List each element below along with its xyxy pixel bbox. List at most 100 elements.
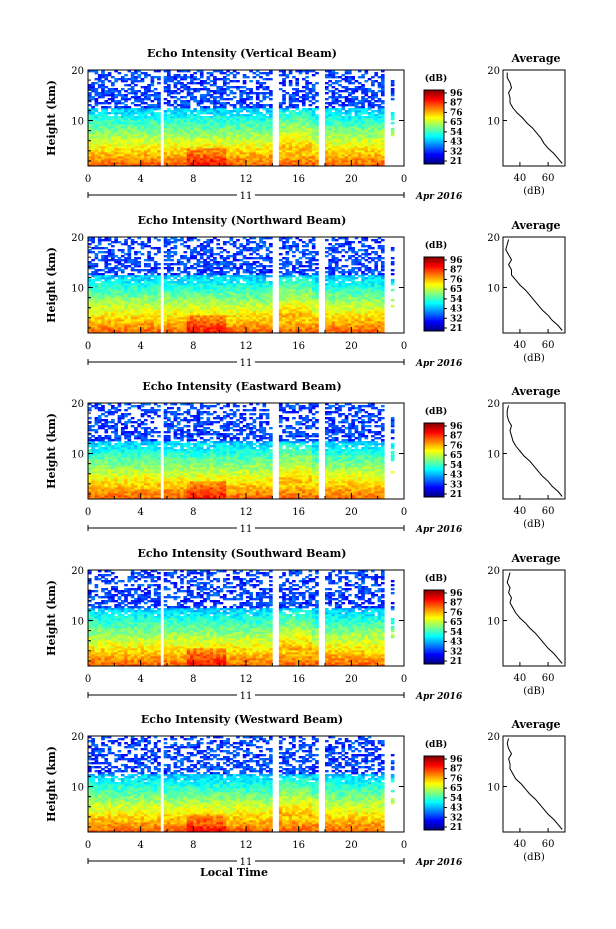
heatmap-cell	[111, 271, 115, 274]
heatmap-cell	[377, 138, 382, 141]
heatmap-cell	[213, 285, 217, 288]
heatmap-cell	[354, 122, 359, 125]
heatmap-cell	[216, 317, 221, 320]
heatmap-cell	[193, 311, 197, 314]
heatmap-cell	[94, 132, 99, 135]
heatmap-cell	[117, 162, 122, 165]
heatmap-cell	[367, 128, 372, 131]
heatmap-cell	[180, 106, 184, 109]
colorbar-tick-label: 32	[450, 147, 463, 157]
heatmap-cell	[170, 317, 174, 320]
heatmap-cell	[140, 329, 145, 332]
heatmap-cell	[157, 299, 161, 302]
heatmap-cell	[232, 96, 237, 99]
heatmap-cell	[124, 134, 128, 137]
heatmap-cell	[101, 285, 105, 288]
heatmap-cell	[265, 164, 270, 167]
heatmap-cell	[88, 311, 92, 314]
heatmap-cell	[311, 102, 316, 105]
heatmap-cell	[259, 122, 263, 125]
heatmap-cell	[127, 301, 132, 304]
heatmap-cell	[183, 102, 188, 105]
heatmap-cell	[262, 136, 267, 139]
heatmap-cell	[377, 132, 382, 135]
heatmap-cell	[371, 82, 375, 85]
heatmap-cell	[101, 329, 105, 332]
heatmap-cell	[97, 74, 102, 77]
heatmap-cell	[222, 80, 227, 83]
heatmap-cell	[219, 313, 224, 316]
heatmap-cell	[288, 94, 293, 97]
heatmap-cell	[222, 126, 227, 129]
heatmap-cell	[348, 92, 352, 95]
heatmap-cell	[190, 327, 194, 330]
heatmap-cell	[199, 162, 204, 165]
heatmap-cell	[111, 136, 115, 139]
heatmap-cell	[269, 116, 273, 119]
heatmap-cell	[193, 251, 197, 254]
heatmap-cell	[176, 144, 181, 147]
heatmap	[88, 237, 395, 334]
heatmap-cell	[143, 287, 148, 290]
heatmap-cell	[199, 74, 204, 77]
heatmap-cell	[114, 299, 118, 302]
heatmap-cell	[183, 263, 188, 266]
heatmap-cell	[209, 311, 214, 314]
heatmap-cell	[354, 114, 359, 117]
heatmap-cell	[315, 72, 319, 75]
heatmap-cell	[265, 144, 270, 147]
heatmap-cell	[216, 130, 221, 133]
heatmap-cell	[334, 98, 339, 101]
heatmap-cell	[88, 299, 92, 302]
heatmap-cell	[91, 146, 95, 149]
heatmap-cell	[124, 96, 128, 99]
heatmap-cell	[252, 142, 257, 145]
heatmap-cell	[222, 301, 227, 304]
heatmap-cell	[143, 303, 148, 306]
heatmap-cell	[371, 134, 375, 137]
heatmap-cell	[130, 243, 135, 246]
heatmap-cell	[173, 78, 178, 81]
heatmap-cell	[196, 102, 201, 105]
heatmap-cell	[120, 263, 125, 266]
heatmap-cell	[285, 140, 290, 143]
heatmap-cell	[351, 158, 355, 161]
heatmap-cell	[203, 311, 207, 314]
heatmap-cell	[328, 136, 332, 139]
heatmap-cell	[147, 299, 151, 302]
heatmap-cell	[147, 285, 151, 288]
heatmap-cell	[213, 110, 217, 113]
heatmap-cell	[157, 164, 161, 167]
heatmap-cell	[107, 243, 112, 246]
heatmap-cell	[305, 132, 309, 135]
heatmap-cell	[117, 311, 122, 314]
heatmap-cell	[206, 285, 211, 288]
heatmap-cell	[311, 98, 316, 101]
heatmap-cell	[348, 152, 352, 155]
heatmap-cell	[298, 100, 303, 103]
heatmap-cell	[331, 148, 336, 151]
heatmap-cell	[380, 162, 385, 165]
colorbar-tick-label: 43	[450, 138, 463, 148]
heatmap-cell	[107, 88, 112, 91]
heatmap-cell	[255, 148, 260, 151]
heatmap-cell	[114, 132, 118, 135]
heatmap-cell	[269, 134, 273, 137]
heatmap-cell	[255, 140, 260, 143]
heatmap-cell	[242, 126, 247, 129]
heatmap-cell	[377, 104, 382, 107]
heatmap-cell	[104, 237, 109, 240]
heatmap-cell	[147, 158, 151, 161]
heatmap-cell	[104, 259, 109, 262]
heatmap-cell	[325, 128, 329, 131]
heatmap-cell	[246, 150, 250, 153]
heatmap-cell	[130, 303, 135, 306]
heatmap-cell	[140, 275, 145, 278]
heatmap-cell	[183, 130, 188, 133]
heatmap-cell	[219, 317, 224, 320]
heatmap-cell	[153, 96, 158, 99]
heatmap-cell	[173, 158, 178, 161]
heatmap-cell	[140, 301, 145, 304]
heatmap-cell	[357, 108, 362, 111]
heatmap-cell	[107, 329, 112, 332]
